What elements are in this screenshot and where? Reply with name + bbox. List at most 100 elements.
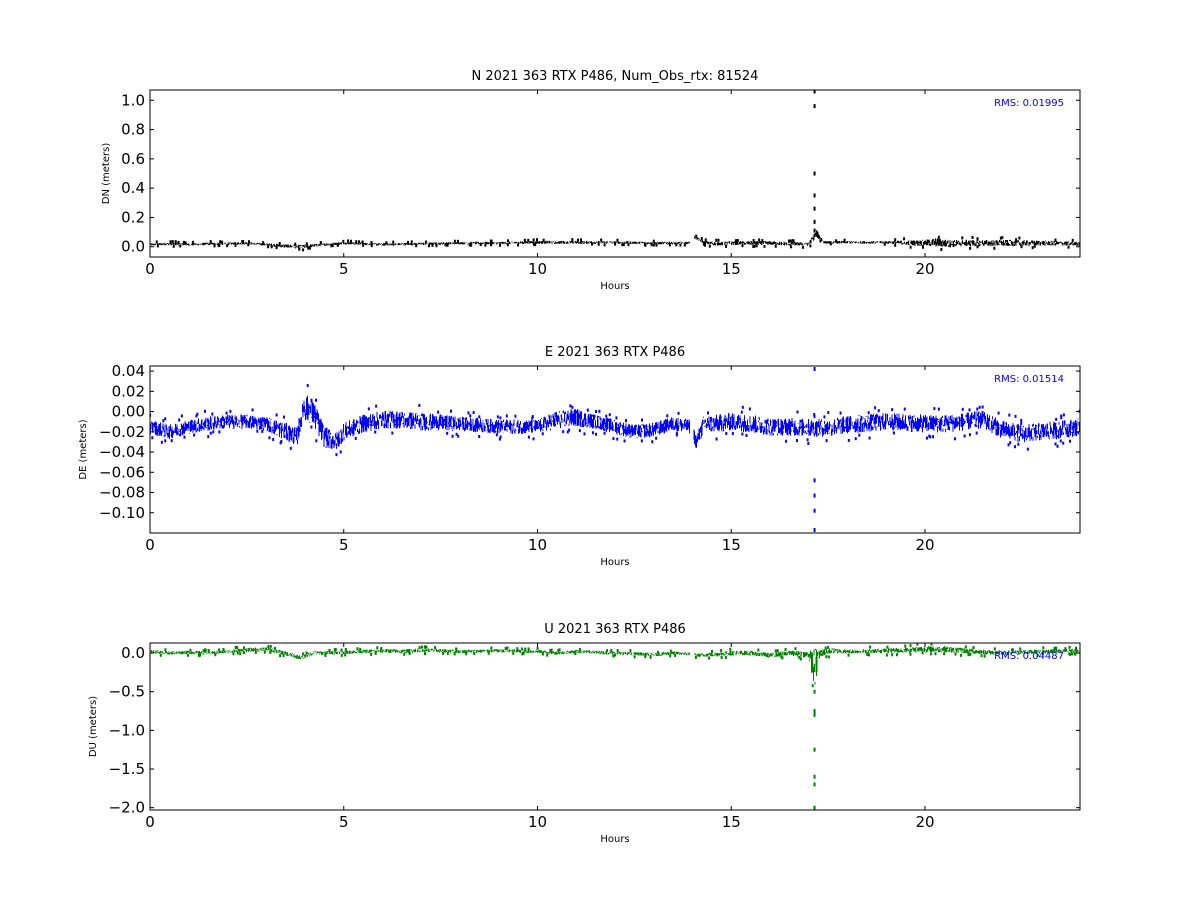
north-scatter-point (969, 246, 972, 250)
north-scatter-point (801, 245, 804, 249)
north-scatter-point (571, 238, 574, 242)
east-scatter-point (562, 430, 565, 434)
up-scatter-point (558, 648, 561, 652)
north-scatter-point (758, 238, 761, 242)
north-scatter-point (156, 244, 159, 248)
east-x-axis-label: Hours (600, 557, 629, 568)
east-scatter-point (796, 410, 799, 414)
east-scatter-point (151, 436, 154, 440)
north-scatter-point (1020, 245, 1023, 249)
east-scatter-point (903, 407, 906, 411)
east-scatter-point (651, 440, 654, 444)
east-scatter-point (495, 433, 498, 437)
north-scatter-point (542, 238, 545, 242)
north-scatter-point (622, 243, 625, 247)
east-scatter-point (961, 407, 964, 411)
up-scatter-point (1053, 646, 1056, 650)
north-scatter-point (655, 243, 658, 247)
up-chart-title: U 2021 363 RTX P486 (544, 622, 686, 637)
east-scatter-point (953, 437, 956, 441)
north-scatter-point (741, 244, 744, 248)
up-scatter-point (504, 646, 507, 650)
east-scatter-point (725, 432, 728, 436)
east-scatter-point (968, 408, 971, 412)
up-scatter-point (487, 651, 490, 655)
up-scatter-point (442, 651, 445, 655)
north-scatter-point (600, 238, 603, 242)
up-scatter-point (186, 653, 189, 657)
up-scatter-point (694, 655, 697, 659)
up-scatter-point (866, 652, 869, 656)
north-scatter-point (177, 240, 180, 244)
north-scatter-point (1018, 236, 1021, 240)
up-scatter-point (909, 644, 912, 648)
up-scatter-point (1042, 646, 1045, 650)
up-scatter-point (794, 647, 797, 651)
east-scatter-point (868, 436, 871, 440)
east-scatter-point (354, 436, 357, 440)
east-scatter-point (164, 439, 167, 443)
up-scatter-point (305, 651, 308, 655)
east-scatter-point (640, 439, 643, 443)
east-scatter-point (514, 414, 517, 418)
east-scatter-point (531, 415, 534, 419)
up-scatter-point (1075, 646, 1078, 650)
north-chart-title: N 2021 363 RTX P486, Num_Obs_rtx: 81524 (472, 69, 759, 84)
east-scatter-point (997, 411, 1000, 415)
up-scatter-point (490, 646, 493, 650)
east-scatter-point (455, 432, 458, 436)
east-x-tick-label: 15 (722, 536, 741, 554)
east-scatter-point (310, 425, 313, 429)
up-scatter-point (612, 654, 615, 658)
north-scatter-point (226, 244, 229, 248)
up-scatter-point (904, 644, 907, 648)
north-scatter-point (484, 243, 487, 247)
east-scatter-point (289, 446, 292, 450)
north-scatter-point (1015, 238, 1018, 242)
up-scatter-point (824, 646, 827, 650)
north-scatter-point (444, 243, 447, 247)
up-scatter-point (729, 647, 732, 651)
north-scatter-point (407, 240, 410, 244)
up-scatter-point (370, 653, 373, 657)
up-x-tick-label: 20 (915, 813, 934, 831)
up-scatter-point (1036, 653, 1039, 657)
up-scatter-point (614, 653, 617, 657)
up-scatter-point (891, 653, 894, 657)
north-y-tick-label: 0.2 (121, 208, 145, 226)
east-scatter-point (446, 431, 449, 435)
north-x-tick-label: 0 (145, 260, 155, 278)
north-scatter-point (883, 242, 886, 246)
north-scatter-point (1031, 246, 1034, 250)
up-outlier-point (813, 689, 816, 694)
up-scatter-point (825, 655, 828, 659)
north-y-tick-label: 0.8 (121, 121, 145, 139)
up-scatter-point (279, 654, 282, 658)
east-y-tick-label: 0.04 (112, 362, 145, 380)
north-scatter-point (435, 244, 438, 248)
up-scatter-point (774, 649, 777, 653)
up-scatter-point (867, 653, 870, 657)
east-scatter-point (933, 407, 936, 411)
north-scatter-point (650, 243, 653, 247)
east-scatter-point (367, 407, 370, 411)
north-scatter-point (627, 243, 630, 247)
up-scatter-point (610, 648, 613, 652)
north-scatter-point (976, 245, 979, 249)
north-rms-annotation: RMS: 0.01995 (994, 98, 1064, 109)
up-scatter-point (574, 652, 577, 656)
east-scatter-point (745, 433, 748, 437)
east-scatter-point (641, 418, 644, 422)
up-scatter-point (674, 654, 677, 658)
up-scatter-point (921, 651, 924, 655)
north-scatter-point (999, 236, 1002, 240)
up-scatter-point (425, 645, 428, 649)
north-scatter-point (668, 243, 671, 247)
north-scatter-point (221, 240, 224, 244)
north-scatter-point (270, 245, 273, 249)
up-axes-frame (149, 642, 1081, 811)
north-scatter-point (755, 244, 758, 248)
up-x-tick-label: 5 (339, 813, 349, 831)
up-scatter-point (242, 646, 245, 650)
east-outlier-point (813, 527, 816, 532)
